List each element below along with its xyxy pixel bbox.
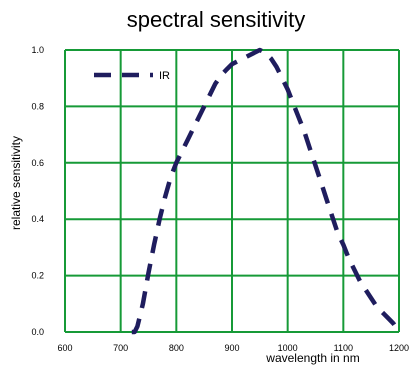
chart-title: spectral sensitivity xyxy=(127,7,306,32)
x-tick-label: 1200 xyxy=(389,343,409,353)
legend-label: IR xyxy=(159,70,170,82)
y-tick-label: 0.0 xyxy=(31,327,44,337)
x-tick-label: 700 xyxy=(113,343,128,353)
x-axis-label: wavelength in nm xyxy=(265,351,359,365)
y-axis-label: relative sensitivity xyxy=(9,136,23,230)
y-tick-label: 0.4 xyxy=(31,214,44,224)
grid-layer xyxy=(64,49,400,333)
legend: IR xyxy=(94,70,170,82)
series-layer xyxy=(131,47,401,335)
y-tick-label: 0.8 xyxy=(31,101,44,111)
x-tick-label: 800 xyxy=(169,343,184,353)
x-tick-label: 1000 xyxy=(278,343,298,353)
ticks-layer: 600 700 800 900 1000 1100 1200 0.0 0.2 0.4 0.6 0.8 1… xyxy=(31,45,409,353)
y-tick-label: 0.2 xyxy=(31,271,44,281)
x-tick-label: 1100 xyxy=(334,343,353,353)
y-tick-label: 0.6 xyxy=(31,158,44,168)
x-tick-label: 900 xyxy=(224,343,239,353)
y-tick-label: 1.0 xyxy=(31,45,44,55)
x-tick-label: 600 xyxy=(57,343,72,353)
series-line-ir xyxy=(131,47,401,335)
